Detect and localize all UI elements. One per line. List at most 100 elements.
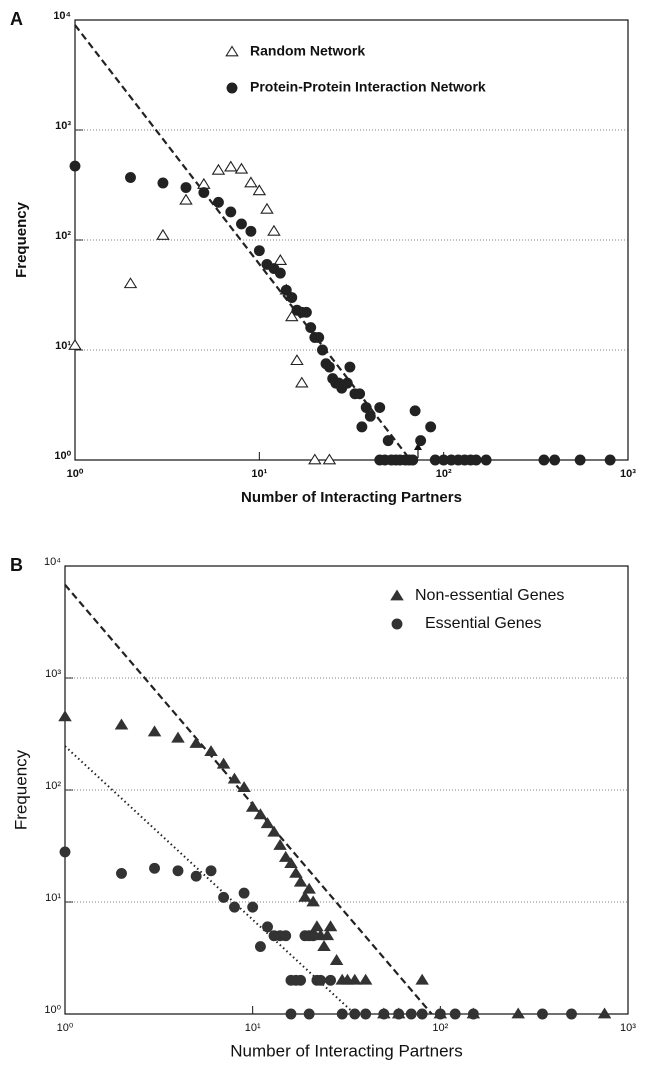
marker-circle: [336, 1008, 348, 1020]
marker-triangle: [597, 1007, 612, 1019]
x-tick-label: 10²: [436, 468, 452, 480]
marker-triangle: [68, 338, 82, 350]
marker-circle: [356, 421, 368, 433]
marker-triangle: [322, 453, 337, 465]
marker-circle: [317, 344, 328, 356]
marker-circle: [295, 974, 307, 986]
marker-triangle: [298, 890, 312, 902]
marker-circle: [416, 1008, 428, 1020]
marker-circle: [313, 332, 325, 343]
marker-circle: [245, 225, 257, 237]
marker-circle: [253, 245, 265, 257]
panel-label: B: [10, 555, 23, 575]
marker-circle: [172, 865, 184, 877]
y-axis-label: Frequency: [13, 201, 30, 278]
marker-circle: [225, 206, 237, 218]
y-tick-label: 10¹: [55, 340, 71, 352]
marker-triangle: [317, 940, 331, 951]
marker-circle: [212, 196, 224, 208]
marker-circle: [566, 1008, 577, 1020]
marker-triangle: [123, 277, 138, 289]
marker-circle: [378, 1008, 390, 1020]
marker-triangle: [289, 866, 303, 878]
y-tick-label: 10¹: [45, 892, 61, 904]
marker-circle: [382, 435, 394, 447]
y-tick-label: 10³: [55, 120, 71, 132]
marker-triangle: [415, 973, 429, 985]
x-tick-label: 10¹: [245, 1022, 261, 1034]
marker-triangle: [278, 850, 293, 862]
marker-circle: [247, 901, 259, 913]
marker-triangle: [225, 45, 239, 57]
marker-circle: [69, 160, 81, 172]
legend-label: Non-essential Genes: [415, 587, 564, 604]
marker-circle: [59, 846, 71, 858]
marker-circle: [434, 1008, 446, 1020]
marker-triangle: [58, 710, 72, 722]
marker-circle: [467, 1008, 479, 1020]
marker-triangle: [306, 895, 320, 907]
legend-label: Protein-Protein Interaction Network: [250, 79, 486, 95]
x-tick-label: 10³: [620, 1022, 636, 1034]
marker-triangle: [358, 973, 373, 985]
marker-circle: [125, 172, 136, 183]
marker-triangle: [211, 163, 226, 175]
marker-triangle: [227, 772, 242, 784]
marker-circle: [198, 187, 210, 198]
marker-triangle: [323, 920, 338, 932]
marker-triangle: [147, 725, 162, 737]
y-axis-label: Frequency: [11, 749, 30, 830]
marker-circle: [315, 974, 327, 986]
marker-triangle: [114, 718, 129, 730]
y-tick-label: 10²: [55, 230, 71, 242]
marker-triangle: [260, 202, 274, 214]
marker-circle: [280, 284, 292, 296]
marker-circle: [323, 361, 335, 373]
marker-circle: [280, 930, 292, 942]
marker-circle: [180, 182, 192, 193]
marker-triangle: [284, 857, 298, 869]
marker-triangle: [390, 589, 404, 601]
marker-circle: [405, 1008, 417, 1020]
y-tick-label: 10⁴: [44, 556, 61, 568]
marker-triangle: [171, 731, 185, 743]
y-tick-label: 10⁰: [54, 450, 71, 462]
y-tick-label: 10⁰: [44, 1004, 61, 1016]
marker-triangle: [237, 781, 251, 793]
marker-triangle: [290, 354, 304, 366]
marker-circle: [393, 1008, 405, 1020]
marker-triangle: [329, 954, 344, 965]
marker-circle: [262, 921, 273, 933]
marker-circle: [409, 405, 421, 417]
x-axis-label: Number of Interacting Partners: [241, 489, 462, 506]
marker-circle: [604, 454, 616, 466]
marker-triangle: [234, 162, 249, 174]
marker-circle: [285, 1008, 297, 1020]
marker-circle: [305, 322, 317, 333]
marker-triangle: [216, 757, 231, 769]
marker-triangle: [260, 817, 275, 829]
legend-label: Random Network: [250, 43, 365, 59]
marker-triangle: [267, 224, 281, 236]
marker-circle: [360, 1008, 372, 1020]
marker-triangle: [320, 929, 335, 941]
panel: A 10⁰ 10¹ 10² 10³ 10⁴ 10⁰ 10¹ 10² 10³ Number of In…: [10, 9, 636, 506]
marker-circle: [536, 1008, 548, 1020]
marker-circle: [349, 1008, 361, 1020]
marker-circle: [229, 901, 240, 913]
marker-triangle: [224, 160, 238, 172]
marker-circle: [300, 306, 312, 318]
marker-circle: [303, 1008, 315, 1020]
marker-circle: [549, 454, 561, 466]
panel: B 10⁰ 10¹ 10² 10³ 10⁴ 10⁰ 10¹ 10² 10³ Number of In…: [10, 555, 636, 1061]
marker-triangle: [308, 453, 322, 465]
marker-circle: [425, 421, 437, 433]
marker-triangle: [511, 1007, 525, 1019]
marker-circle: [325, 974, 336, 986]
marker-circle: [391, 618, 403, 630]
marker-circle: [415, 435, 427, 447]
marker-circle: [364, 410, 376, 422]
marker-triangle: [302, 882, 316, 894]
marker-circle: [480, 454, 492, 466]
marker-triangle: [156, 228, 170, 240]
